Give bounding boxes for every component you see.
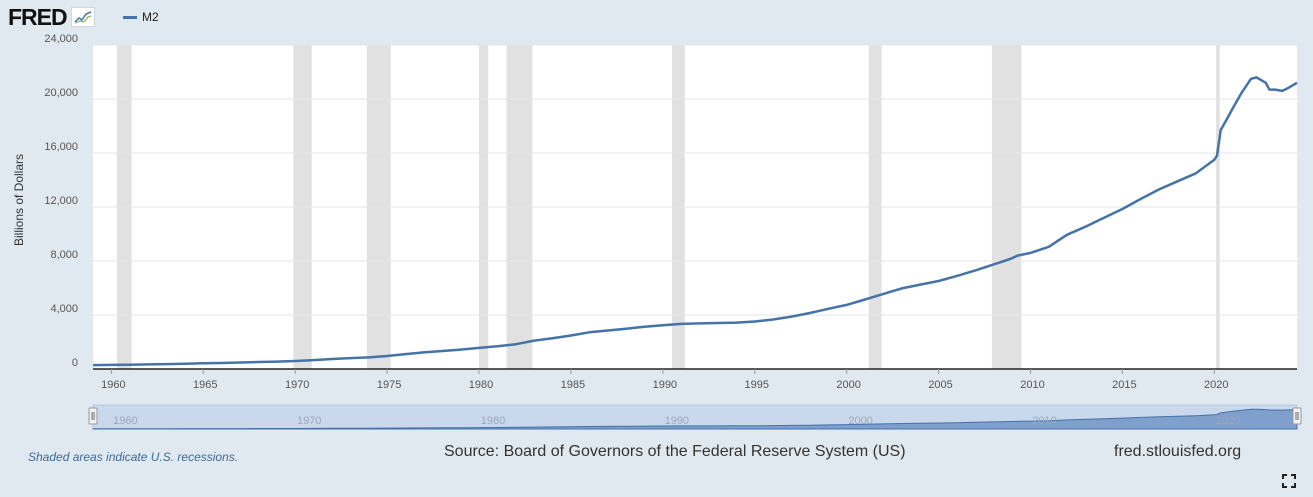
x-tick-label: 1985	[561, 379, 585, 391]
x-tick-label: 2005	[928, 379, 952, 391]
y-tick-label: 0	[72, 357, 78, 369]
navigator-handle-left[interactable]	[88, 407, 98, 425]
y-tick-label: 24,000	[44, 33, 78, 45]
y-tick-label: 4,000	[50, 303, 78, 315]
x-tick-label: 1995	[744, 379, 768, 391]
legend-swatch	[123, 15, 137, 19]
navigator-tick-label: 2010	[1032, 415, 1056, 427]
navigator-handle-right[interactable]	[1292, 407, 1302, 425]
navigator-series	[92, 408, 1298, 430]
series-line-m2[interactable]	[92, 76, 1298, 367]
x-tick-label: 1990	[653, 379, 677, 391]
legend-label: M2	[142, 10, 159, 24]
navigator-tick-label: 2000	[848, 415, 872, 427]
recession-note: Shaded areas indicate U.S. recessions.	[28, 450, 239, 464]
chart: 0 4,000 8,000 12,000 16,000 20,000 24,000 1960…	[12, 33, 1302, 430]
y-tick-label: 20,000	[44, 87, 78, 99]
x-tick-label: 1960	[101, 379, 125, 391]
navigator-tick-label: 1980	[481, 415, 505, 427]
navigator-tick-label: 1970	[297, 415, 321, 427]
x-tick-label: 2010	[1020, 379, 1044, 391]
fred-logo[interactable]: FRED	[8, 3, 68, 30]
site-link[interactable]: fred.stlouisfed.org	[1114, 443, 1242, 460]
x-tick-label: 1965	[193, 379, 217, 391]
navigator-tick-label: 1990	[665, 415, 689, 427]
y-tick-label: 16,000	[44, 141, 78, 153]
x-tick-label: 1970	[285, 379, 309, 391]
x-tick-label: 1980	[469, 379, 493, 391]
fullscreen-icon[interactable]	[1282, 474, 1296, 488]
navigator-tick-label: 2020	[1216, 415, 1240, 427]
x-tick-label: 2000	[836, 379, 860, 391]
x-tick-label: 2015	[1112, 379, 1136, 391]
x-tick-label: 1975	[377, 379, 401, 391]
navigator-tick-label: 1960	[113, 415, 137, 427]
x-tick-label: 2020	[1204, 379, 1228, 391]
header: FRED	[8, 4, 95, 30]
y-axis-label: Billions of Dollars	[12, 154, 26, 246]
fred-graph-icon[interactable]	[70, 7, 95, 27]
y-tick-label: 12,000	[44, 195, 78, 207]
y-tick-label: 8,000	[50, 249, 78, 261]
source-text: Source: Board of Governors of the Federa…	[444, 443, 906, 460]
legend: M2	[123, 10, 159, 24]
range-navigator[interactable]: 1960 1970 1980 1990 2000 2010 2020	[88, 404, 1302, 430]
